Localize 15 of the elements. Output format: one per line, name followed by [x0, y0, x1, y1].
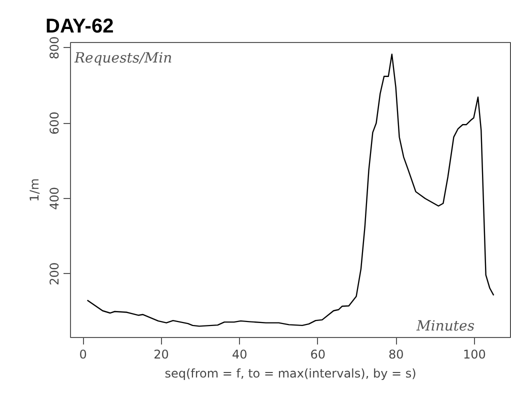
chart-title: DAY-62	[46, 16, 114, 38]
y-tick-label: 600	[48, 112, 62, 135]
y-tick-label: 200	[48, 262, 62, 286]
y-tick-label: 400	[48, 187, 62, 210]
x-tick-label: 80	[388, 348, 404, 362]
x-tick-label: 0	[79, 348, 87, 362]
y-axis-title: 1/m	[28, 178, 42, 202]
y-tick-label: 800	[48, 36, 62, 60]
annotation: Requests/Min	[74, 50, 172, 66]
x-tick-label: 100	[463, 348, 486, 362]
annotation: Minutes	[416, 318, 475, 334]
x-axis-title: seq(from = f, to = max(intervals), by = s)	[164, 366, 416, 380]
x-tick-label: 20	[154, 348, 169, 362]
x-tick-label: 40	[232, 348, 248, 362]
x-tick-label: 60	[310, 348, 326, 362]
